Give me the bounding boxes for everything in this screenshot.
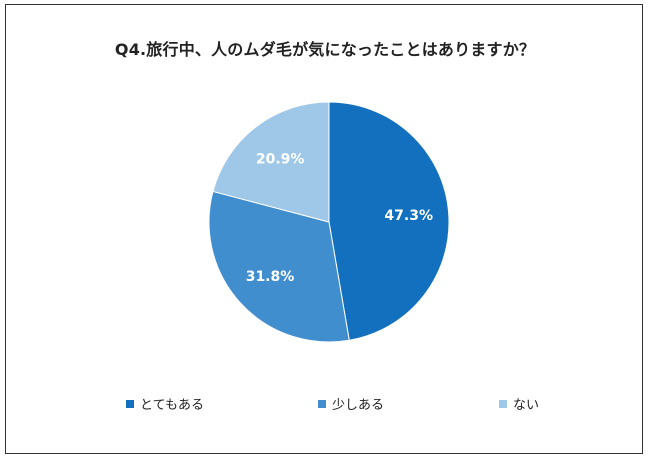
- legend-swatch-2: [499, 399, 507, 408]
- legend-label-0: とてもある: [140, 398, 204, 413]
- legend-swatch-1: [318, 399, 326, 408]
- slice-label-2: 20.9%: [256, 152, 305, 168]
- pie-slice-2: [212, 101, 330, 223]
- legend-item-1: 少しある: [318, 394, 384, 413]
- pie-slice-0: [328, 101, 450, 341]
- pie-slice-1: [208, 190, 350, 343]
- legend: とてもある 少しある ない: [0, 394, 650, 414]
- legend-swatch-0: [126, 399, 134, 408]
- legend-item-2: ない: [499, 394, 539, 413]
- legend-item-0: とてもある: [126, 394, 204, 413]
- slice-label-0: 47.3%: [384, 208, 433, 224]
- chart-title: Q4.旅行中、人のムダ毛が気になったことはありますか？: [114, 40, 536, 59]
- legend-label-2: ない: [513, 398, 540, 413]
- slice-label-1: 31.8%: [246, 269, 295, 285]
- legend-label-1: 少しある: [332, 398, 385, 413]
